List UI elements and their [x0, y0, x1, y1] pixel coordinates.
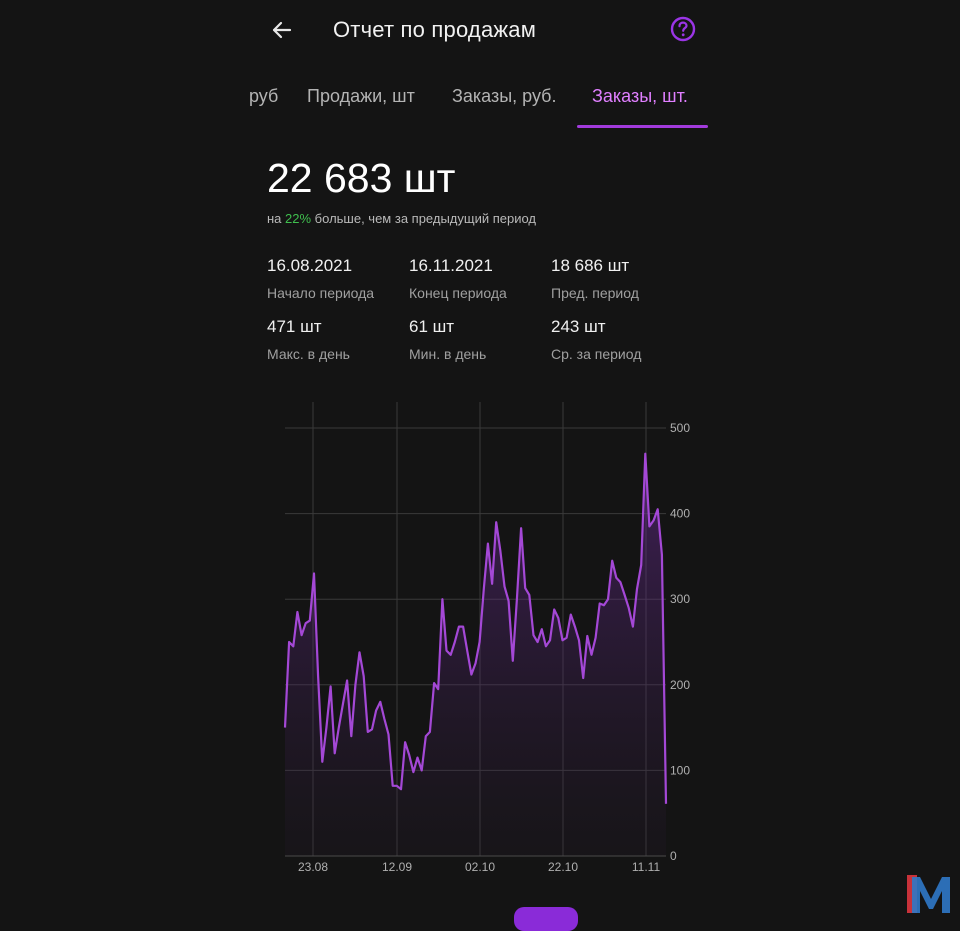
stat-period-start: 16.08.2021 Начало периода	[267, 256, 374, 301]
stat-period-end: 16.11.2021 Конец периода	[409, 256, 507, 301]
y-tick-label: 200	[670, 678, 690, 692]
page-title: Отчет по продажам	[333, 17, 537, 42]
stat-max-per-day: 471 шт Макс. в день	[267, 317, 350, 362]
back-button[interactable]	[266, 14, 298, 46]
stat-value: 471 шт	[267, 317, 322, 336]
stat-label: Начало периода	[267, 285, 375, 301]
y-tick-label: 0	[670, 849, 677, 863]
stat-value: 16.08.2021	[267, 256, 353, 275]
stat-value: 18 686 шт	[551, 256, 630, 275]
active-tab-indicator	[577, 125, 708, 128]
y-tick-label: 400	[670, 507, 690, 521]
tab-sales-rub[interactable]: руб	[249, 86, 279, 106]
y-tick-label: 300	[670, 592, 690, 606]
report-tabs: руб Продажи, шт Заказы, руб. Заказы, шт.	[0, 78, 960, 130]
stat-average: 243 шт Ср. за период	[551, 317, 641, 362]
app-header: Отчет по продажам	[0, 0, 960, 62]
x-tick-label: 11.11	[632, 860, 661, 874]
comparison-percent: 22%	[285, 211, 312, 226]
stat-label: Конец периода	[409, 285, 507, 301]
series-area	[285, 453, 666, 856]
x-tick-label: 22.10	[548, 860, 578, 874]
help-button[interactable]	[668, 14, 698, 44]
x-tick-label: 12.09	[382, 860, 412, 874]
tab-orders-rub[interactable]: Заказы, руб.	[452, 86, 557, 106]
comparison-prefix: на	[267, 211, 286, 226]
stat-previous-period: 18 686 шт Пред. период	[551, 256, 639, 301]
stat-label: Макс. в день	[267, 346, 350, 362]
stat-min-per-day: 61 шт Мин. в день	[409, 317, 486, 362]
m-logo-icon	[907, 875, 950, 913]
arrow-left-icon	[272, 21, 292, 39]
x-tick-label: 23.08	[298, 860, 328, 874]
series-line	[283, 452, 668, 804]
stat-label: Ср. за период	[551, 346, 642, 362]
stat-value: 243 шт	[551, 317, 606, 336]
y-tick-label: 500	[670, 421, 690, 435]
tab-orders-count[interactable]: Заказы, шт.	[592, 86, 688, 106]
y-tick-label: 100	[670, 763, 690, 777]
x-tick-label: 02.10	[465, 860, 495, 874]
period-comparison: на 22% больше, чем за предыдущий период	[267, 211, 536, 226]
stat-label: Пред. период	[551, 285, 639, 301]
stat-label: Мин. в день	[409, 346, 487, 362]
stat-value: 16.11.2021	[409, 256, 493, 275]
question-circle-icon	[670, 16, 696, 42]
bottom-action-button[interactable]	[514, 907, 578, 931]
stat-value: 61 шт	[409, 317, 455, 336]
comparison-suffix: больше, чем за предыдущий период	[311, 211, 537, 226]
tab-sales-count[interactable]: Продажи, шт	[307, 86, 415, 106]
total-orders-value: 22 683 шт	[267, 155, 456, 201]
